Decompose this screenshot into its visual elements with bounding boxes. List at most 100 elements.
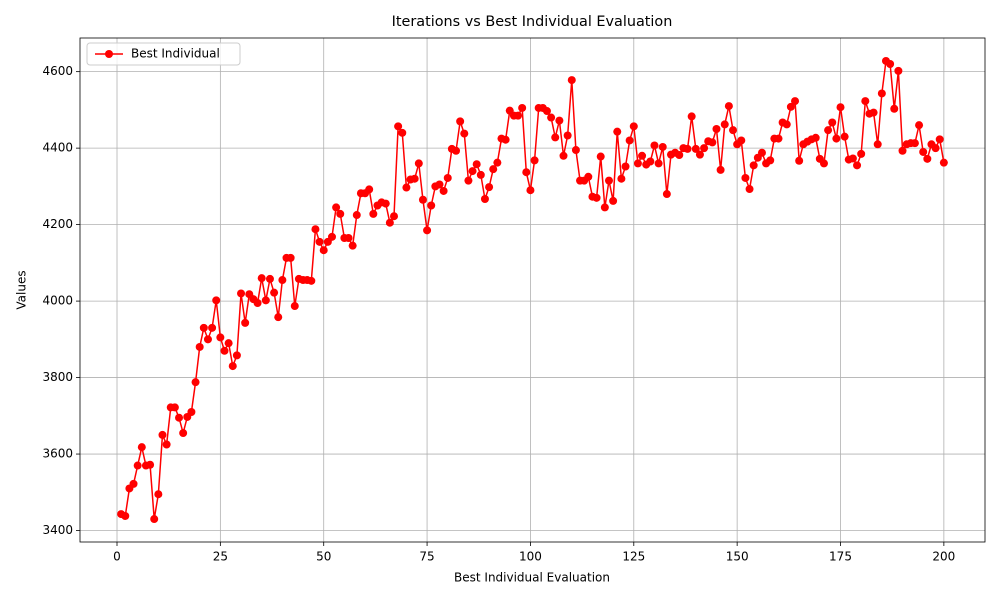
x-tick-label: 100 xyxy=(519,550,542,564)
marker xyxy=(146,460,155,469)
marker xyxy=(418,195,427,204)
marker xyxy=(910,139,919,148)
marker xyxy=(501,135,510,144)
marker xyxy=(129,479,138,488)
marker xyxy=(179,429,188,438)
marker xyxy=(162,440,171,449)
marker xyxy=(724,102,733,111)
marker xyxy=(493,158,502,167)
plot-frame xyxy=(79,37,986,543)
marker xyxy=(241,318,250,327)
marker xyxy=(332,203,341,212)
marker xyxy=(691,144,700,153)
marker xyxy=(931,144,940,153)
marker xyxy=(208,323,217,332)
marker xyxy=(935,135,944,144)
marker xyxy=(348,241,357,250)
marker xyxy=(402,183,411,192)
marker xyxy=(774,134,783,143)
marker xyxy=(559,151,568,160)
marker xyxy=(939,158,948,167)
marker xyxy=(600,203,609,212)
marker xyxy=(191,378,200,387)
marker xyxy=(270,288,279,297)
marker xyxy=(352,211,361,220)
marker xyxy=(133,461,142,470)
marker xyxy=(175,413,184,422)
marker xyxy=(791,97,800,106)
marker xyxy=(199,323,208,332)
marker xyxy=(369,209,378,218)
marker xyxy=(121,511,130,520)
legend-frame xyxy=(86,42,241,66)
marker xyxy=(274,313,283,322)
marker xyxy=(695,150,704,159)
marker xyxy=(757,148,766,157)
marker xyxy=(220,346,229,355)
legend-label: Best Individual xyxy=(131,47,220,61)
marker xyxy=(232,351,241,360)
marker xyxy=(617,174,626,183)
marker xyxy=(514,111,523,120)
marker xyxy=(712,125,721,134)
marker xyxy=(729,126,738,135)
marker xyxy=(472,160,481,169)
marker xyxy=(563,131,572,140)
marker xyxy=(150,515,159,524)
marker xyxy=(216,333,225,342)
marker xyxy=(390,212,399,221)
marker xyxy=(662,190,671,199)
marker xyxy=(824,126,833,135)
marker xyxy=(650,141,659,150)
marker xyxy=(542,107,551,116)
marker xyxy=(708,138,717,147)
marker xyxy=(414,159,423,168)
marker xyxy=(861,97,870,106)
marker xyxy=(795,156,804,165)
marker xyxy=(530,156,539,165)
marker xyxy=(782,120,791,129)
y-tick-label: 3600 xyxy=(42,447,73,461)
marker xyxy=(476,170,485,179)
y-tick-label: 4400 xyxy=(42,141,73,155)
marker xyxy=(621,162,630,171)
marker xyxy=(394,122,403,131)
marker xyxy=(584,172,593,181)
legend: Best Individual xyxy=(86,42,241,66)
marker xyxy=(654,159,663,168)
marker xyxy=(257,274,266,283)
x-tick-label: 75 xyxy=(419,550,434,564)
x-tick-label: 125 xyxy=(622,550,645,564)
x-tick-label: 150 xyxy=(726,550,749,564)
marker xyxy=(307,276,316,285)
marker xyxy=(464,176,473,185)
y-tick-label: 3400 xyxy=(42,523,73,537)
marker xyxy=(187,407,196,416)
marker xyxy=(832,134,841,143)
marker xyxy=(547,113,556,122)
marker xyxy=(625,136,634,145)
marker xyxy=(890,104,899,113)
marker xyxy=(683,144,692,153)
marker xyxy=(638,151,647,160)
y-tick-label: 4000 xyxy=(42,294,73,308)
marker xyxy=(745,185,754,194)
x-tick-label: 200 xyxy=(932,550,955,564)
marker xyxy=(443,173,452,182)
line xyxy=(120,59,945,520)
marker xyxy=(853,161,862,170)
marker xyxy=(596,152,605,161)
marker xyxy=(873,140,882,149)
marker xyxy=(604,176,613,185)
marker xyxy=(609,196,618,205)
marker xyxy=(456,117,465,126)
marker xyxy=(460,129,469,138)
marker xyxy=(840,132,849,141)
marker xyxy=(749,161,758,170)
marker xyxy=(170,403,179,412)
marker xyxy=(658,142,667,151)
x-tick-label: 175 xyxy=(829,550,852,564)
marker xyxy=(629,122,638,131)
marker xyxy=(923,154,932,163)
marker xyxy=(327,232,336,241)
